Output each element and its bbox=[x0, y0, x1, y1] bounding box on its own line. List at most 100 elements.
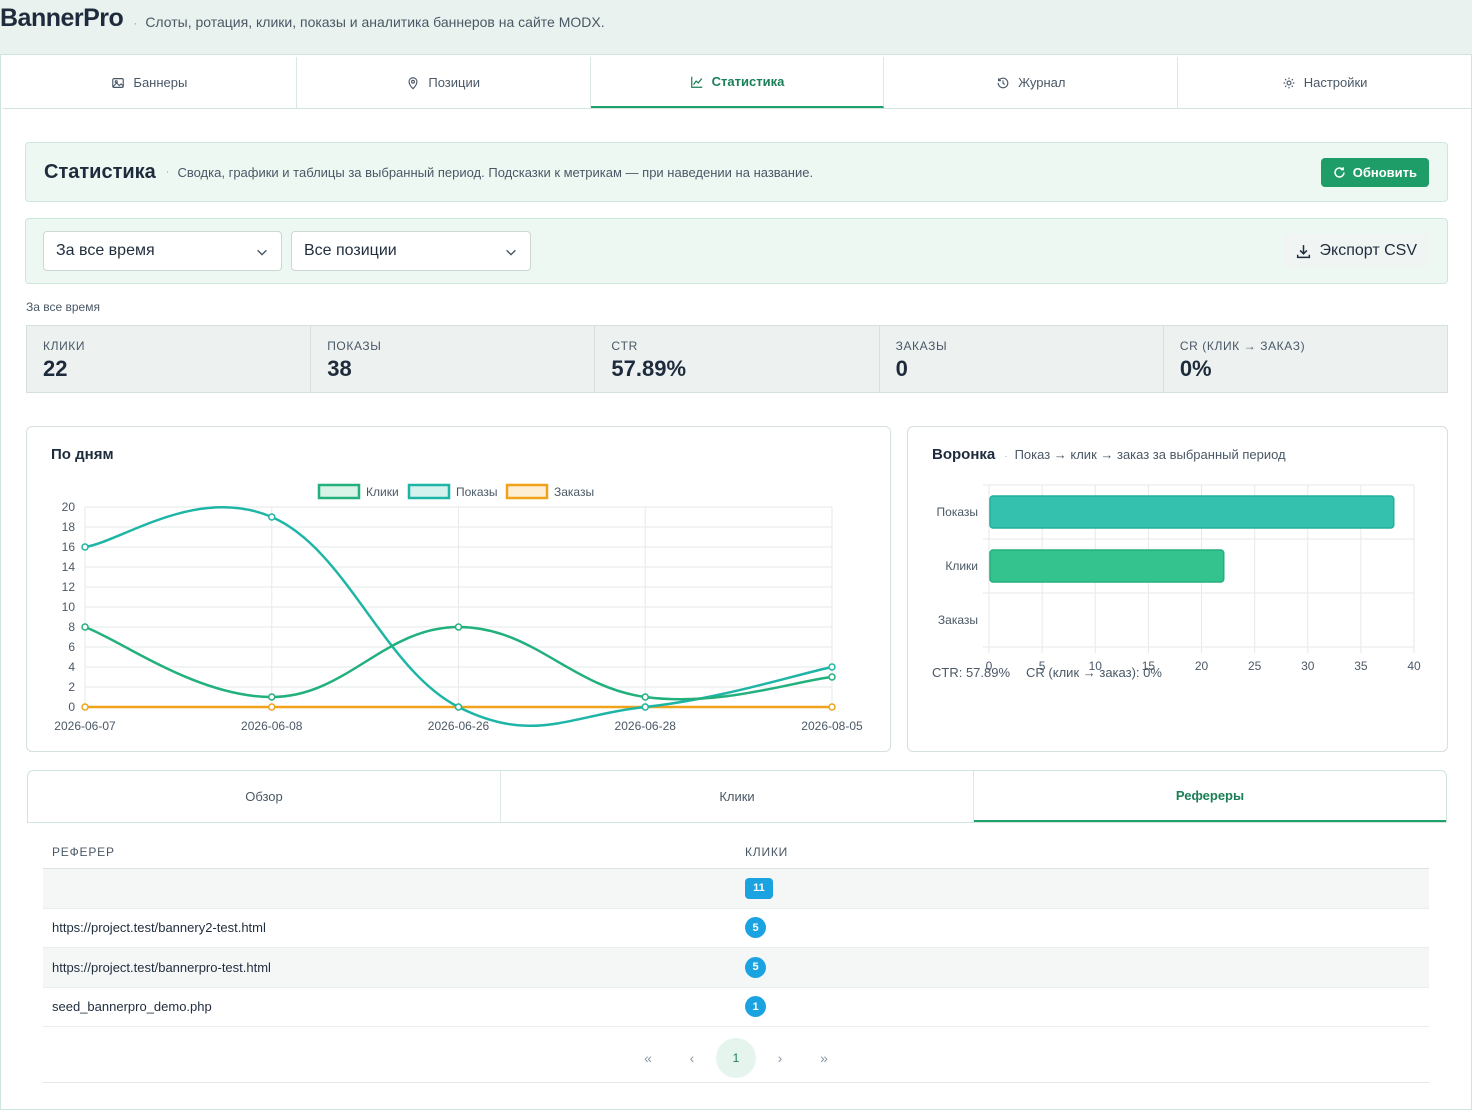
app-subtitle: Слоты, ротация, клики, показы и аналитик… bbox=[145, 14, 605, 30]
period-select-value: За все время bbox=[56, 242, 155, 259]
x-tick-label: 20 bbox=[1195, 659, 1209, 673]
gear-icon bbox=[1283, 77, 1295, 88]
y-tick-label: Клики bbox=[945, 559, 978, 573]
y-tick-label: 10 bbox=[62, 600, 76, 614]
clicks-badge: 11 bbox=[745, 877, 773, 899]
tab-settings[interactable]: Настройки bbox=[1178, 57, 1471, 108]
x-tick-label: 30 bbox=[1301, 659, 1315, 673]
next-page-button[interactable]: › bbox=[777, 1049, 783, 1066]
x-tick-label: 5 bbox=[1039, 659, 1046, 673]
column-header-referer[interactable]: РЕФЕРЕР bbox=[52, 844, 115, 859]
y-tick-label: 2 bbox=[68, 680, 75, 694]
referers-table: РЕФЕРЕР КЛИКИ 11 https://project.test/ba… bbox=[43, 835, 1429, 1027]
kpi-label: ПОКАЗЫ bbox=[327, 339, 382, 353]
clicks-badge: 5 bbox=[745, 917, 766, 939]
y-tick-label: 18 bbox=[62, 520, 76, 534]
last-page-button[interactable]: » bbox=[820, 1049, 828, 1066]
data-point bbox=[641, 693, 649, 701]
data-point bbox=[268, 513, 276, 521]
clicks-badge: 5 bbox=[745, 956, 766, 978]
funnel-title: Воронка bbox=[932, 446, 996, 463]
tab-banners[interactable]: Баннеры bbox=[3, 57, 297, 108]
tab-label: Позиции bbox=[428, 75, 480, 90]
daily-chart-card: По дням 0 2 4 6 8 10 12 14 16 18 20 2026-06-07 2026-… bbox=[26, 426, 891, 752]
table-row: seed_bannerpro_demo.php 1 bbox=[43, 988, 1429, 1027]
prev-page-button[interactable]: ‹ bbox=[689, 1049, 695, 1066]
tab-overview[interactable]: Обзор bbox=[28, 771, 501, 822]
referer-cell: seed_bannerpro_demo.php bbox=[52, 999, 212, 1015]
kpi-value: 38 bbox=[327, 356, 352, 381]
chevron-down-icon bbox=[257, 249, 267, 256]
tab-label: Баннеры bbox=[133, 75, 188, 90]
tab-referers[interactable]: Рефереры bbox=[974, 771, 1446, 822]
kpi-value: 57.89% bbox=[611, 356, 687, 381]
legend-label: Клики bbox=[366, 485, 399, 499]
funnel-bar-chart: 0 5 10 15 20 25 30 35 40 Показы Клики Заказы bbox=[937, 484, 1421, 673]
chevron-down-icon bbox=[506, 249, 516, 256]
kpi-value: 0 bbox=[895, 356, 908, 381]
x-tick-label: 15 bbox=[1142, 659, 1156, 673]
table-row: 11 bbox=[43, 869, 1429, 909]
position-select-value: Все позиции bbox=[304, 242, 397, 259]
kpi-views: ПОКАЗЫ 38 bbox=[311, 326, 596, 392]
first-page-button[interactable]: « bbox=[644, 1049, 652, 1066]
map-pin-icon bbox=[408, 76, 418, 89]
legend-label: Показы bbox=[456, 485, 497, 499]
x-tick-label: 40 bbox=[1407, 659, 1421, 673]
export-csv-button[interactable]: Экспорт CSV bbox=[1282, 234, 1429, 268]
tab-statistics[interactable]: Статистика bbox=[590, 57, 885, 108]
app-title: BannerPro bbox=[0, 4, 124, 32]
funnel-card: Воронка · Показ → клик → заказ за выбран… bbox=[907, 426, 1448, 752]
data-point bbox=[268, 693, 276, 701]
tab-clicks[interactable]: Клики bbox=[501, 771, 974, 822]
title-separator: · bbox=[133, 16, 138, 30]
period-select[interactable]: За все время bbox=[43, 231, 282, 271]
clicks-cell: 5 bbox=[745, 917, 1429, 939]
main-panel: Баннеры Позиции Статистика Журнал Настро… bbox=[0, 54, 1472, 1110]
x-tick-label: 2026-06-07 bbox=[54, 719, 116, 733]
kpi-strip: КЛИКИ 22 ПОКАЗЫ 38 CTR 57.89% ЗАКАЗЫ 0 CR (К… bbox=[26, 325, 1448, 393]
detail-tabs: Обзор Клики Рефереры bbox=[27, 770, 1447, 823]
refresh-button[interactable]: Обновить bbox=[1320, 158, 1429, 187]
data-point bbox=[81, 703, 89, 711]
app-header: BannerPro · Слоты, ротация, клики, показ… bbox=[0, 0, 1472, 56]
period-label: За все время bbox=[26, 300, 100, 314]
kpi-value: 22 bbox=[43, 356, 68, 381]
y-tick-label: 14 bbox=[62, 560, 76, 574]
stats-hero: Статистика · Сводка, графики и таблицы з… bbox=[25, 142, 1448, 202]
table-row: https://project.test/bannerpro-test.html… bbox=[43, 948, 1429, 988]
kpi-cr: CR (КЛИК → ЗАКАЗ) 0% bbox=[1164, 326, 1447, 392]
referer-cell: https://project.test/bannery2-test.html bbox=[52, 920, 266, 936]
kpi-clicks: КЛИКИ 22 bbox=[27, 326, 312, 392]
tab-label: Настройки bbox=[1303, 75, 1368, 90]
tab-positions[interactable]: Позиции bbox=[297, 57, 591, 108]
y-tick-label: Заказы bbox=[938, 613, 978, 627]
y-tick-label: 6 bbox=[68, 640, 75, 654]
funnel-separator: · bbox=[1004, 451, 1008, 462]
refresh-label: Обновить bbox=[1352, 165, 1417, 180]
legend-swatch bbox=[317, 483, 361, 500]
tab-journal[interactable]: Журнал bbox=[884, 57, 1179, 108]
funnel-subtitle: Показ → клик → заказ за выбранный период bbox=[1014, 447, 1286, 462]
page-title: Статистика bbox=[44, 160, 156, 183]
y-tick-label: 20 bbox=[62, 500, 76, 514]
column-header-clicks[interactable]: КЛИКИ bbox=[745, 844, 789, 859]
data-point bbox=[641, 703, 649, 711]
position-select[interactable]: Все позиции bbox=[291, 231, 531, 271]
x-tick-label: 2026-08-05 bbox=[801, 719, 863, 733]
hero-separator: · bbox=[165, 166, 170, 178]
current-page[interactable]: 1 bbox=[716, 1037, 756, 1078]
daily-chart-title: По дням bbox=[51, 446, 114, 463]
pagination: « ‹ 1 › » bbox=[43, 1033, 1429, 1083]
table-row: https://project.test/bannery2-test.html 5 bbox=[43, 909, 1429, 948]
x-tick-label: 2026-06-28 bbox=[615, 719, 677, 733]
filters-bar: За все время Все позиции Экспорт CSV bbox=[25, 218, 1448, 284]
refresh-icon bbox=[1334, 167, 1345, 178]
kpi-orders: ЗАКАЗЫ 0 bbox=[880, 326, 1164, 392]
y-tick-label: 4 bbox=[68, 660, 75, 674]
clicks-cell: 5 bbox=[745, 956, 1429, 978]
data-point bbox=[828, 703, 836, 711]
funnel-header: Воронка · Показ → клик → заказ за выбран… bbox=[932, 446, 1286, 463]
y-tick-label: 12 bbox=[62, 580, 76, 594]
y-tick-label: 16 bbox=[62, 540, 76, 554]
